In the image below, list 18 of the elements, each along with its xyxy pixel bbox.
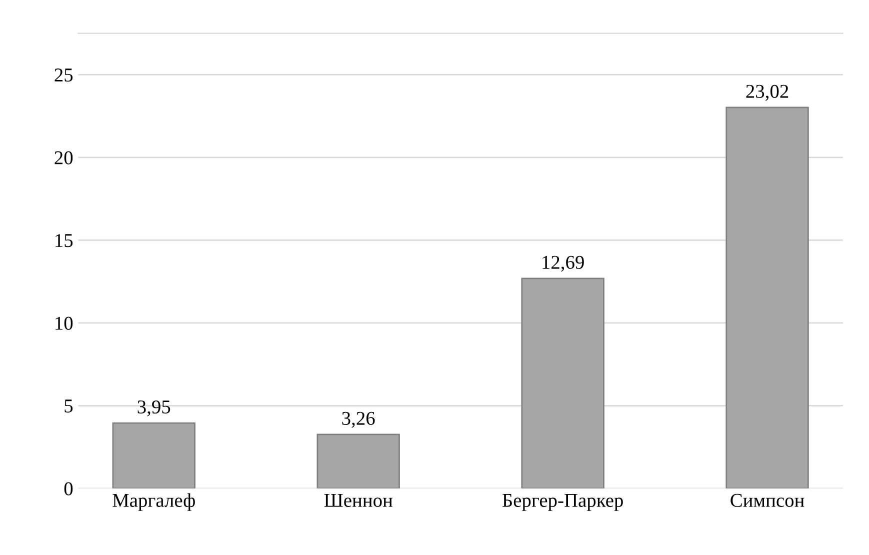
bar: [112, 422, 196, 488]
bar: [726, 106, 809, 488]
x-tick-label: Шеннон: [324, 494, 392, 507]
y-tick-label: 0: [64, 482, 73, 496]
y-tick-label: 5: [64, 400, 73, 413]
data-label: 12,69: [542, 256, 584, 272]
data-label: 3,26: [342, 412, 375, 428]
data-label: 23,02: [746, 84, 788, 101]
x-tick-label: Симпсон: [730, 494, 804, 507]
data-label: 3,95: [138, 400, 170, 416]
x-tick-label: Маргалеф: [112, 493, 195, 511]
bar: [316, 434, 400, 488]
x-tick-label: Бергер-Паркер: [502, 494, 623, 511]
y-tick-label: 10: [56, 316, 73, 330]
y-tick-label: 20: [54, 151, 73, 164]
bar: [521, 278, 604, 488]
y-tick-label: 15: [56, 234, 73, 248]
y-tick-label: 25: [54, 68, 73, 82]
